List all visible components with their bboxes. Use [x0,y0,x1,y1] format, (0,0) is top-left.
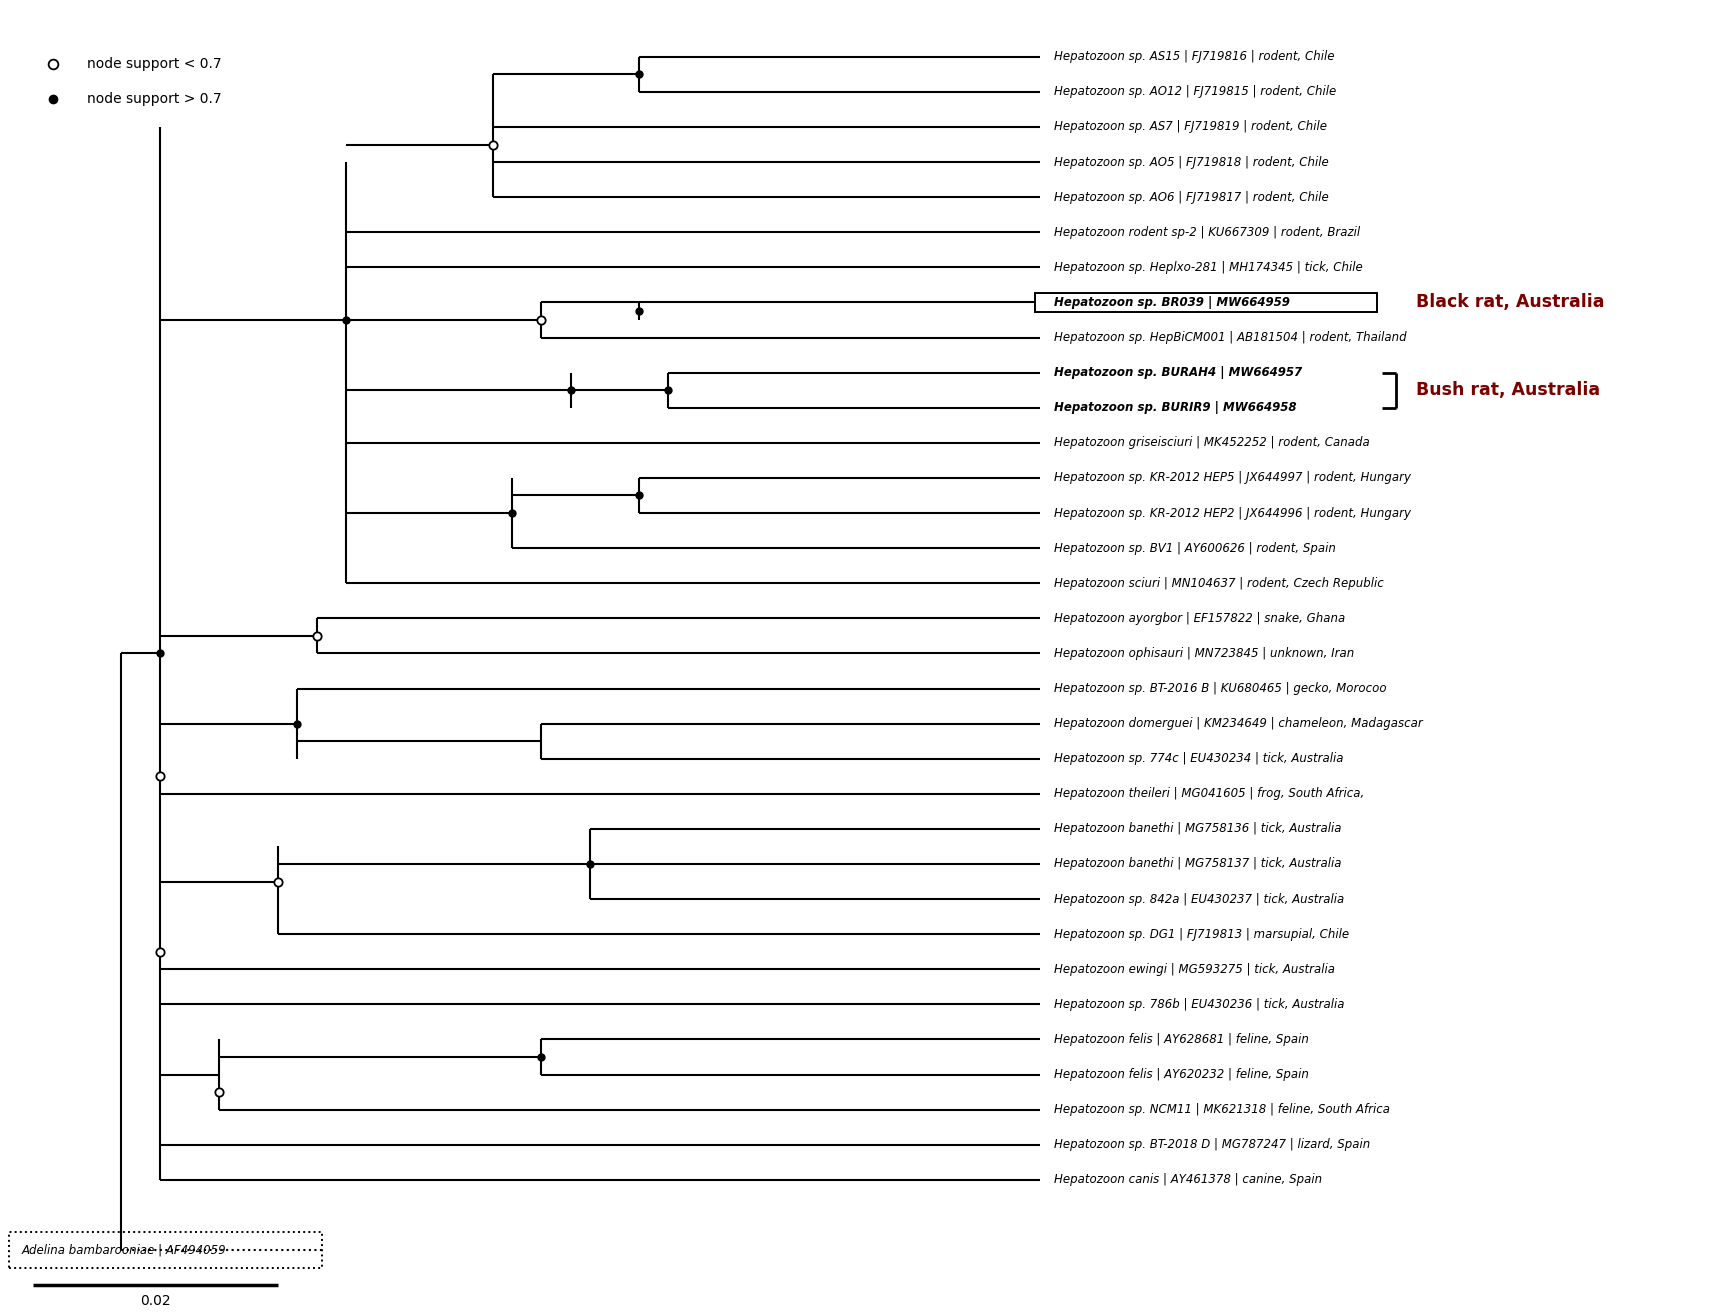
Text: Hepatozoon banethi | MG758137 | tick, Australia: Hepatozoon banethi | MG758137 | tick, Au… [1055,858,1342,870]
Text: Hepatozoon sp. BT-2016 B | KU680465 | gecko, Morocoo: Hepatozoon sp. BT-2016 B | KU680465 | ge… [1055,682,1386,695]
Text: Hepatozoon felis | AY628681 | feline, Spain: Hepatozoon felis | AY628681 | feline, Sp… [1055,1033,1309,1046]
Text: Hepatozoon ewingi | MG593275 | tick, Australia: Hepatozoon ewingi | MG593275 | tick, Aus… [1055,963,1335,976]
Text: Hepatozoon canis | AY461378 | canine, Spain: Hepatozoon canis | AY461378 | canine, Sp… [1055,1173,1323,1187]
Text: Hepatozoon griseisciuri | MK452252 | rodent, Canada: Hepatozoon griseisciuri | MK452252 | rod… [1055,436,1371,449]
Text: Hepatozoon sp. AS7 | FJ719819 | rodent, Chile: Hepatozoon sp. AS7 | FJ719819 | rodent, … [1055,121,1328,134]
Text: Hepatozoon felis | AY620232 | feline, Spain: Hepatozoon felis | AY620232 | feline, Sp… [1055,1068,1309,1081]
Text: Hepatozoon banethi | MG758136 | tick, Australia: Hepatozoon banethi | MG758136 | tick, Au… [1055,823,1342,836]
Text: Hepatozoon sp. AO5 | FJ719818 | rodent, Chile: Hepatozoon sp. AO5 | FJ719818 | rodent, … [1055,155,1330,168]
Text: Hepatozoon ophisauri | MN723845 | unknown, Iran: Hepatozoon ophisauri | MN723845 | unknow… [1055,646,1354,660]
Text: Hepatozoon sp. BURIR9 | MW664958: Hepatozoon sp. BURIR9 | MW664958 [1055,401,1297,414]
Text: Hepatozoon sp. BURAH4 | MW664957: Hepatozoon sp. BURAH4 | MW664957 [1055,367,1302,380]
Text: Hepatozoon sp. 786b | EU430236 | tick, Australia: Hepatozoon sp. 786b | EU430236 | tick, A… [1055,997,1345,1010]
Text: Hepatozoon sp. DG1 | FJ719813 | marsupial, Chile: Hepatozoon sp. DG1 | FJ719813 | marsupia… [1055,928,1350,941]
Text: node support > 0.7: node support > 0.7 [88,92,222,106]
Text: Hepatozoon sp. BV1 | AY600626 | rodent, Spain: Hepatozoon sp. BV1 | AY600626 | rodent, … [1055,541,1337,555]
Text: Hepatozoon rodent sp-2 | KU667309 | rodent, Brazil: Hepatozoon rodent sp-2 | KU667309 | rode… [1055,226,1361,239]
Text: Bush rat, Australia: Bush rat, Australia [1416,381,1599,399]
Text: Hepatozoon domerguei | KM234649 | chameleon, Madagascar: Hepatozoon domerguei | KM234649 | chamel… [1055,717,1423,731]
Text: Hepatozoon sp. Heplxo-281 | MH174345 | tick, Chile: Hepatozoon sp. Heplxo-281 | MH174345 | t… [1055,261,1362,273]
Text: Hepatozoon sp. NCM11 | MK621318 | feline, South Africa: Hepatozoon sp. NCM11 | MK621318 | feline… [1055,1104,1390,1116]
FancyBboxPatch shape [1034,293,1376,313]
Text: Hepatozoon sciuri | MN104637 | rodent, Czech Republic: Hepatozoon sciuri | MN104637 | rodent, C… [1055,577,1385,590]
Text: node support < 0.7: node support < 0.7 [88,57,222,71]
Text: Hepatozoon sp. KR-2012 HEP2 | JX644996 | rodent, Hungary: Hepatozoon sp. KR-2012 HEP2 | JX644996 |… [1055,506,1412,519]
Text: Hepatozoon sp. 774c | EU430234 | tick, Australia: Hepatozoon sp. 774c | EU430234 | tick, A… [1055,752,1343,765]
Text: Hepatozoon sp. AS15 | FJ719816 | rodent, Chile: Hepatozoon sp. AS15 | FJ719816 | rodent,… [1055,50,1335,63]
Text: Hepatozoon sp. HepBiCM001 | AB181504 | rodent, Thailand: Hepatozoon sp. HepBiCM001 | AB181504 | r… [1055,331,1407,344]
Text: 0.02: 0.02 [141,1294,170,1307]
Text: Hepatozoon sp. 842a | EU430237 | tick, Australia: Hepatozoon sp. 842a | EU430237 | tick, A… [1055,892,1345,905]
Text: Hepatozoon sp. KR-2012 HEP5 | JX644997 | rodent, Hungary: Hepatozoon sp. KR-2012 HEP5 | JX644997 |… [1055,472,1412,485]
Text: Hepatozoon sp. AO6 | FJ719817 | rodent, Chile: Hepatozoon sp. AO6 | FJ719817 | rodent, … [1055,191,1330,204]
FancyBboxPatch shape [9,1233,321,1268]
Text: Black rat, Australia: Black rat, Australia [1416,293,1605,311]
Text: Hepatozoon sp. AO12 | FJ719815 | rodent, Chile: Hepatozoon sp. AO12 | FJ719815 | rodent,… [1055,85,1337,99]
Text: Hepatozoon ayorgbor | EF157822 | snake, Ghana: Hepatozoon ayorgbor | EF157822 | snake, … [1055,612,1345,625]
Text: Hepatozoon sp. BT-2018 D | MG787247 | lizard, Spain: Hepatozoon sp. BT-2018 D | MG787247 | li… [1055,1138,1371,1151]
Text: Hepatozoon theileri | MG041605 | frog, South Africa,: Hepatozoon theileri | MG041605 | frog, S… [1055,787,1364,800]
Text: Hepatozoon sp. BR039 | MW664959: Hepatozoon sp. BR039 | MW664959 [1055,296,1290,309]
Text: Adelina bambarooniae | AF494059: Adelina bambarooniae | AF494059 [22,1243,227,1256]
